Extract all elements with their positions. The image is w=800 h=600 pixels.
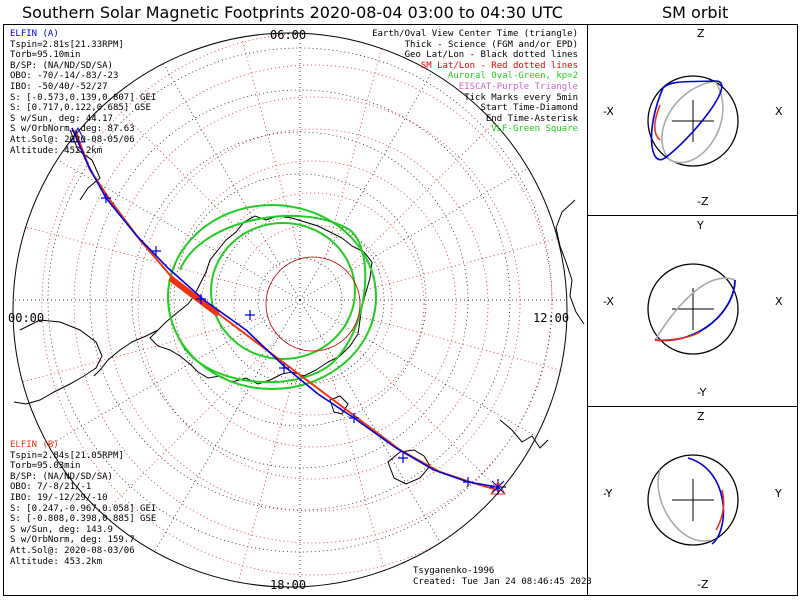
mlt-label-top: 06:00	[270, 28, 306, 42]
sm-pole-circle	[265, 256, 361, 352]
credit: Tsyganenko-1996 Created: Tue Jan 24 08:4…	[413, 566, 592, 588]
elfin_a-line: Altitude: 452.2km	[10, 145, 103, 156]
legend-item: Earth/Oval View Center Time (triangle)	[372, 29, 578, 39]
elfin_b-line: IBO: 19/-12/29/-10	[10, 492, 108, 503]
tick-marks	[101, 193, 473, 487]
page-title: Southern Solar Magnetic Footprints 2020-…	[22, 3, 563, 22]
panel2-bottom: -Y	[697, 386, 707, 399]
panel1-bottom: -Z	[697, 195, 709, 208]
auroral-oval-offset	[179, 214, 367, 384]
elfin_a-line: S: [0.717,0.122,0.685] GSE	[10, 103, 151, 114]
panel1-right: X	[775, 105, 783, 118]
coastline-peninsula	[93, 329, 159, 377]
panel3-top: Z	[697, 410, 705, 423]
legend-item: VLF-Green Square	[491, 124, 578, 135]
elfin_b-line: S: [-0.808,0.398,0.885] GSE	[10, 514, 157, 525]
elfin-a-info: ELFIN (A) Tspin=2.81s[21.33RPM] Torb=95.10…	[10, 29, 156, 156]
geo-grid	[13, 33, 567, 587]
elfin_a-line: S w/Sun, deg: 44.17	[10, 113, 113, 124]
panel3-left: -Y	[603, 487, 613, 500]
end-asterisk-a	[490, 479, 506, 495]
elfin_a-line: Torb=95.10min	[10, 50, 81, 61]
legend-item: Tick Marks every 5min	[464, 92, 578, 103]
auroral-oval-outer	[167, 204, 377, 390]
legend: Earth/Oval View Center Time (triangle) Th…	[372, 29, 578, 135]
panel1-top: Z	[697, 27, 705, 40]
view-center-triangle-b	[490, 481, 506, 495]
legend-item: Geo Lat/Lon - Black dotted lines	[404, 50, 578, 61]
coastline-south-america	[13, 319, 103, 405]
legend-item: Auroral Oval-Green, kp=2	[447, 71, 578, 82]
map-boundary	[12, 32, 568, 588]
legend-item: Thick - Science (FGM and/or EPD)	[404, 39, 578, 50]
elfin_a-line: Tspin=2.81s[21.33RPM]	[10, 39, 124, 50]
auroral-oval-inner	[210, 222, 356, 360]
elfin_a-line: B/SP: (NA/ND/SD/SA)	[10, 60, 113, 71]
coastline-africa	[555, 199, 585, 325]
elfin_b-line: Tspin=2.84s[21.05RPM]	[10, 450, 124, 461]
elfin_b-line: S: [0.247,-0.967,0.058] GEI	[10, 503, 157, 514]
elfin-b-track	[74, 129, 499, 491]
panel1-left: -X	[603, 105, 614, 118]
elfin_b-line: OBO: 7/-8/21/-1	[10, 482, 92, 493]
mlt-label-right: 12:00	[533, 311, 569, 325]
polar-map: 06:00 00:00 12:00 18:00	[8, 28, 585, 592]
elfin_a-line: ELFIN (A)	[10, 29, 59, 39]
coastline-east	[499, 419, 549, 449]
elfin_b-line: Torb=95.03min	[10, 461, 81, 472]
orbit-title: SM orbit	[662, 3, 729, 22]
elfin_b-line: Altitude: 453.2km	[10, 556, 103, 567]
panel3-bottom: -Z	[697, 578, 709, 591]
panel2-right: X	[775, 295, 783, 308]
legend-item: Start Time-Diamond	[480, 103, 578, 114]
orbit-panel-xy: Y -Y -X X	[603, 219, 783, 399]
elfin_a-line: S w/OrbNorm, deg: 87.63	[10, 124, 135, 135]
elfin-a-track	[71, 127, 499, 488]
elfin_b-line: S w/Sun, deg: 143.9	[10, 524, 113, 535]
elfin-b-science	[168, 275, 220, 317]
panel3-right: Y	[774, 487, 782, 500]
elfin_b-line: B/SP: (NA/ND/SD/SA)	[10, 471, 113, 482]
credit-created: Created: Tue Jan 24 08:46:45 2023	[413, 577, 592, 587]
coastline-north	[69, 129, 101, 201]
orbit-frame	[587, 24, 798, 596]
mlt-label-bottom: 18:00	[270, 578, 306, 592]
elfin_a-line: OBO: -70/-14/-83/-23	[10, 71, 119, 82]
legend-item: EISCAT-Purple Triangle	[458, 81, 578, 92]
mlt-label-left: 00:00	[8, 311, 44, 325]
elfin_a-line: IBO: -50/40/-52/27	[10, 81, 108, 92]
elfin_a-line: S: [-0.573,0.139,0.807] GEI	[10, 92, 157, 103]
panel2-top: Y	[696, 219, 704, 232]
elfin_a-line: Att.Sol@: 2020-08-05/06	[10, 134, 135, 145]
credit-model: Tsyganenko-1996	[413, 566, 495, 576]
elfin_b-line: S w/OrbNorm, deg: 159.7	[10, 535, 135, 546]
orbit-panel-yz: Z -Z -Y Y	[603, 410, 782, 591]
elfin-b-info: ELFIN (B) Tspin=2.84s[21.05RPM] Torb=95.03…	[10, 440, 156, 567]
legend-item: End Time-Asterisk	[485, 113, 578, 124]
elfin_b-line: Att.Sol@: 2020-08-03/06	[10, 545, 135, 556]
panel2-left: -X	[603, 295, 614, 308]
legend-item: SM Lat/Lon - Red dotted lines	[420, 60, 578, 71]
view-center-triangle-a	[70, 126, 86, 143]
elfin_b-line: ELFIN (B)	[10, 440, 59, 450]
orbit-panel-xz: Z -Z -X X	[603, 27, 783, 208]
